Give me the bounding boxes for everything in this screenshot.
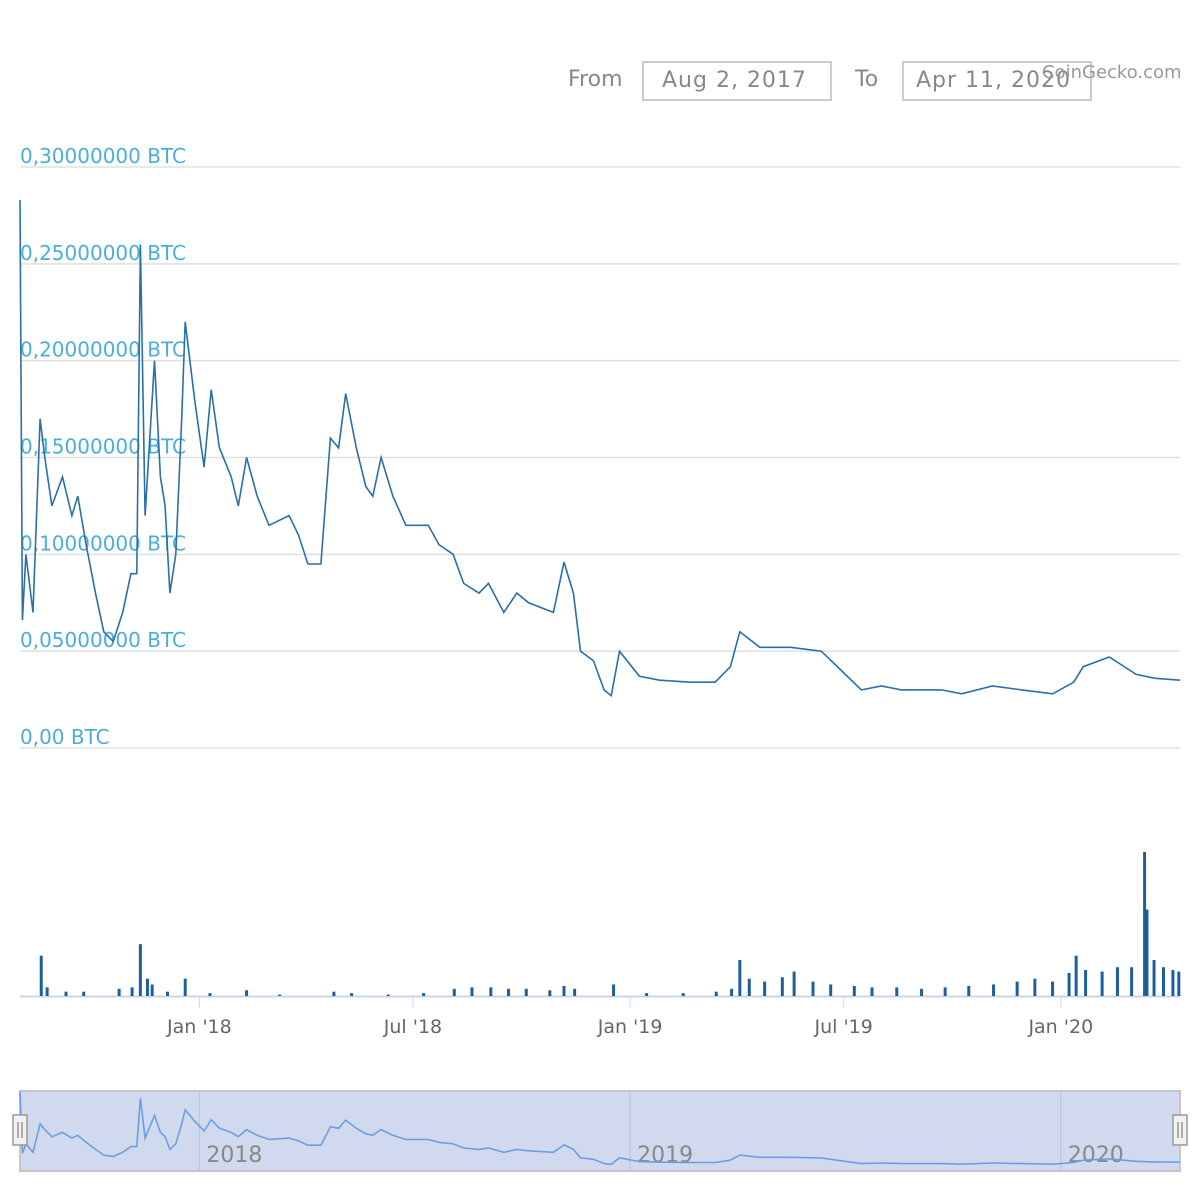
volume-bar [1177,971,1181,996]
handle-body [1172,1114,1188,1146]
volume-bar [138,944,142,996]
navigator-label: 2019 [637,1143,693,1168]
navigator-handle-right[interactable] [1172,1114,1188,1146]
volume-bar [1171,970,1175,996]
navigator-label: 2018 [206,1143,262,1168]
volume-bar [548,990,552,996]
volume-bar [780,977,784,996]
from-label: From [568,67,623,92]
volume-bar [730,988,734,996]
volume-bar [612,984,616,996]
volume-bar [39,955,43,996]
volume-bar [507,988,511,996]
volume-bar [145,978,149,996]
volume-bar [470,987,474,996]
volume-bar [645,993,649,996]
volume-bar [278,994,282,996]
volume-bar [714,991,718,996]
volume-bar [150,984,154,996]
y-tick-label: 0,20000000 BTC [20,338,186,362]
volume-bar [117,988,121,996]
volume-bar [681,993,685,996]
y-tick-label: 0,00 BTC [20,725,110,749]
from-date-input[interactable]: Aug 2, 2017 [642,61,832,101]
volume-bar [332,991,336,996]
volume-bar [489,987,493,996]
to-date-input[interactable]: Apr 11, 2020 [902,61,1092,101]
volume-bar [1051,981,1055,996]
price-line [19,199,1181,698]
volume-bar [1143,852,1147,996]
volume-bar [1033,978,1037,996]
volume-bar [245,990,249,996]
volume-bar [1067,972,1071,996]
y-tick-label: 0,05000000 BTC [20,628,186,652]
volume-bar [1152,960,1156,996]
volume-bar [386,994,390,996]
navigator-handle-left[interactable] [12,1114,28,1146]
volume-bar [870,987,874,996]
volume-bar [45,987,49,996]
volume-bar [811,981,815,996]
volume-bar [422,993,426,996]
volume-bar [1100,971,1104,996]
handle-body [12,1114,28,1146]
y-tick-label: 0,30000000 BTC [20,144,186,168]
volume-bar [829,984,833,996]
volume-bar [747,978,751,996]
volume-bar [792,971,796,996]
volume-bar [64,991,68,996]
navigator-line [19,1091,1181,1166]
volume-bar [208,993,212,996]
volume-bar [166,991,170,996]
volume-bar [852,985,856,996]
volume-bar [895,987,899,996]
navigator-selection [19,1090,1181,1172]
volume-bar [920,988,924,996]
navigator-label: 2020 [1068,1143,1124,1168]
volume-bar [1130,967,1134,996]
volume-bar [943,987,947,996]
y-tick-label: 0,25000000 BTC [20,241,186,265]
x-tick-label: Jan '20 [1027,1016,1093,1038]
x-tick-label: Jan '18 [166,1016,232,1038]
to-label: To [855,67,879,92]
volume-bar [573,988,577,996]
volume-bar [524,988,528,996]
volume-bar [1161,967,1165,996]
x-tick-label: Jul '18 [383,1016,442,1038]
volume-bar [1115,967,1119,996]
volume-bar [992,984,996,996]
volume-bar [82,991,86,996]
volume-bar [1015,981,1019,996]
volume-bar [562,985,566,996]
volume-bar [1084,970,1088,996]
volume-bar [763,981,767,996]
credit-link[interactable]: CoinGecko.com [1042,62,1182,83]
volume-bar [452,988,456,996]
x-tick-label: Jan '19 [597,1016,663,1038]
volume-bar [183,978,187,996]
volume-bar [350,993,354,996]
volume-bar [1145,909,1149,996]
volume-bar [738,960,742,996]
volume-bar [130,987,134,996]
x-tick-label: Jul '19 [813,1016,872,1038]
volume-bar [967,985,971,996]
y-tick-label: 0,10000000 BTC [20,531,186,555]
volume-bar [1074,955,1078,996]
